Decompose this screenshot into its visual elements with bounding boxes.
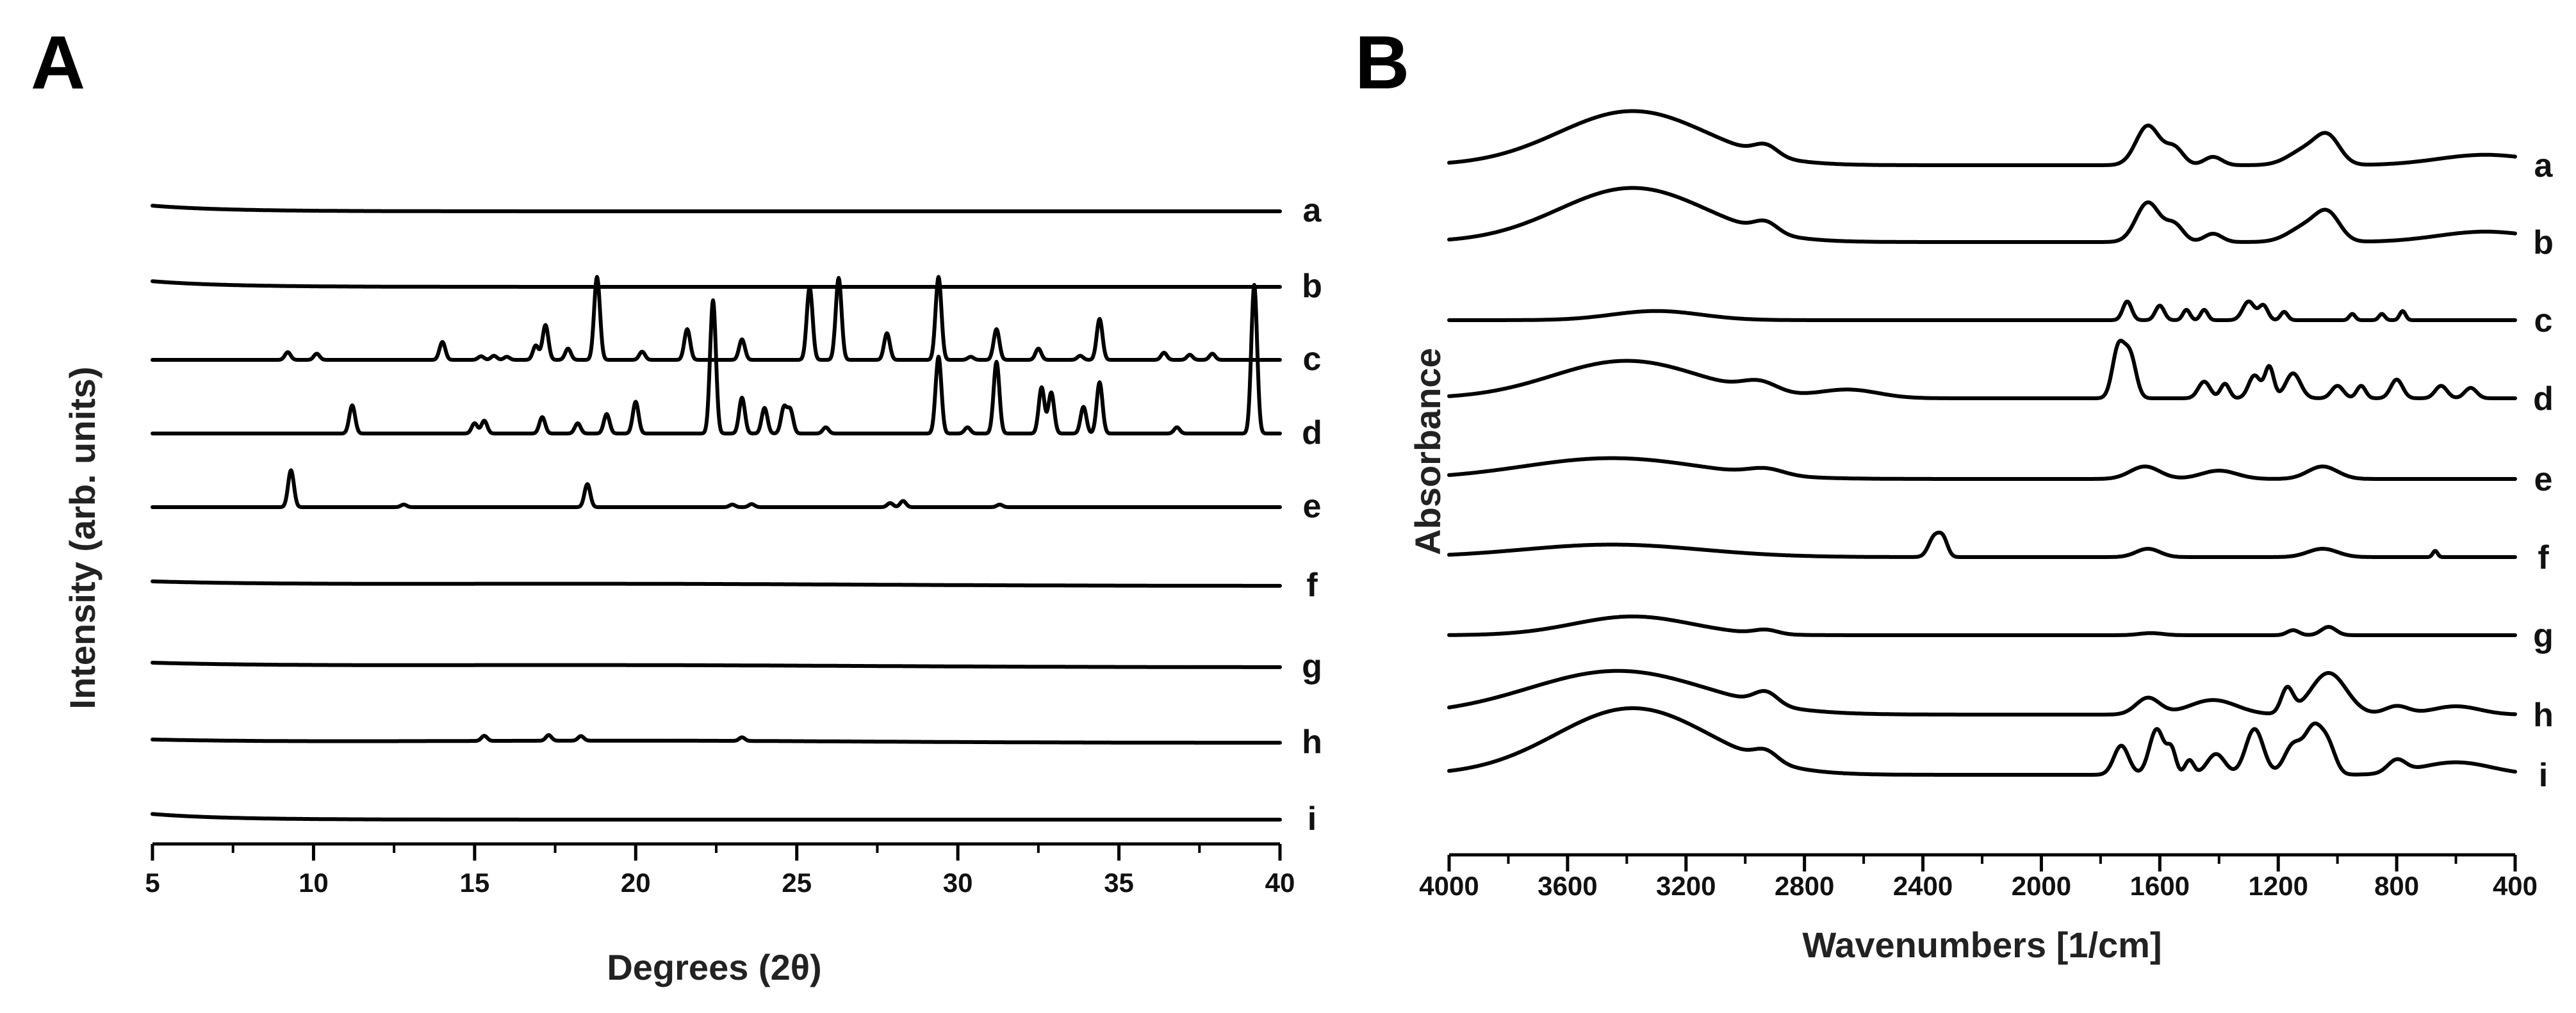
x-tick-label: 4000: [1419, 871, 1479, 901]
x-tick-label: 800: [2374, 871, 2419, 901]
x-tick-label: 3600: [1538, 871, 1597, 901]
x-tick-label: 10: [299, 868, 329, 898]
ftir-trace-label-d: d: [2533, 380, 2554, 417]
ftir-trace-c: [1447, 299, 2517, 322]
ftir-trace-label-f: f: [2538, 539, 2549, 576]
x-tick-label: 40: [1265, 868, 1295, 898]
x-tick-label: 2800: [1775, 871, 1834, 901]
ftir-trace-label-e: e: [2534, 461, 2553, 498]
ftir-trace-i: [1447, 706, 2517, 777]
xrd-trace-a: [151, 204, 1282, 213]
ftir-trace-g: [1447, 614, 2517, 637]
xrd-trace-g: [151, 660, 1282, 669]
ftir-x-axis: 4000 3600 3200 2800 2400 2000 1600 1200 800 400: [1419, 853, 2538, 901]
ftir-trace-f: [1447, 530, 2517, 559]
ftir-trace-b: [1447, 186, 2517, 244]
x-tick-label: 5: [145, 868, 160, 898]
xrd-trace-label-d: d: [1302, 414, 1322, 451]
panel-label-a: A: [31, 20, 85, 105]
xrd-trace-label-f: f: [1306, 567, 1318, 604]
x-tick-label: 1600: [2130, 871, 2190, 901]
ftir-trace-label-h: h: [2533, 697, 2554, 734]
x-tick-label: 2400: [1893, 871, 1953, 901]
ftir-y-axis-title: Absorbance: [1407, 348, 1448, 555]
xrd-trace-label-b: b: [1302, 268, 1322, 305]
ftir-x-axis-title: Wavenumbers [1/cm]: [1802, 925, 2162, 965]
x-tick-label: 15: [459, 868, 489, 898]
xrd-traces: [151, 204, 1282, 822]
ftir-trace-a: [1447, 109, 2517, 167]
x-tick-label: 1200: [2249, 871, 2308, 901]
xrd-trace-label-c: c: [1303, 341, 1322, 378]
panel-label-b: B: [1355, 20, 1409, 105]
x-tick-label: 400: [2493, 871, 2538, 901]
ftir-trace-label-a: a: [2534, 147, 2554, 184]
ftir-traces: [1447, 109, 2517, 777]
ftir-trace-labels: a b c d e f g hi: [2533, 147, 2554, 794]
xrd-trace-label-a: a: [1303, 192, 1322, 229]
xrd-trace-label-e: e: [1303, 488, 1322, 525]
xrd-x-axis-title: Degrees (2θ): [607, 947, 821, 987]
x-tick-label: 35: [1104, 868, 1134, 898]
ftir-chart: a b c d e f g hi 4000 3600 3200 2800 2400 2000 1600 12…: [1407, 109, 2554, 965]
x-tick-label: 2000: [2012, 871, 2071, 901]
x-tick-label: 30: [943, 868, 973, 898]
ftir-trace-h: [1447, 669, 2517, 717]
ftir-trace-label-c: c: [2534, 302, 2553, 339]
ftir-trace-d: [1447, 338, 2517, 400]
ftir-trace-label-b: b: [2533, 224, 2554, 261]
ftir-trace-e: [1447, 456, 2517, 481]
xrd-trace-h: [151, 733, 1282, 745]
xrd-trace-d: [151, 283, 1282, 435]
ftir-trace-label-g: g: [2533, 617, 2554, 654]
xrd-trace-i: [151, 812, 1282, 822]
xrd-trace-e: [151, 468, 1282, 509]
x-tick-label: 25: [782, 868, 812, 898]
xrd-trace-f: [151, 579, 1282, 588]
xrd-trace-label-i: i: [1308, 800, 1317, 838]
xrd-trace-b: [151, 279, 1282, 289]
x-tick-label: 3200: [1656, 871, 1716, 901]
x-tick-label: 20: [621, 868, 651, 898]
xrd-trace-label-h: h: [1302, 724, 1322, 761]
xrd-y-axis-title: Intensity (arb. units): [62, 366, 103, 709]
xrd-x-axis: 5 10 15 20 25 30 35 40: [145, 842, 1295, 898]
ftir-trace-label-i: i: [2539, 757, 2548, 794]
xrd-trace-label-g: g: [1302, 648, 1322, 685]
